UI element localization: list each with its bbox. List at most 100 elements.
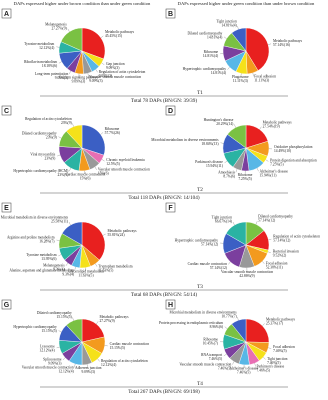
slice-label: Alzheimer's disease bbox=[229, 367, 258, 371]
leader-line bbox=[267, 251, 271, 253]
leader-line bbox=[58, 61, 62, 64]
leader-line bbox=[232, 221, 235, 226]
leader-line bbox=[268, 347, 272, 349]
leader-line bbox=[262, 261, 265, 264]
slice-label: Bacterial invasion bbox=[273, 249, 299, 253]
slice-label: Regulation of actin cytoskeleton bbox=[99, 70, 146, 74]
slice-label: Microbial metabolism in diverse environm… bbox=[1, 216, 69, 220]
panel-letter-box bbox=[165, 8, 176, 19]
slice-label: Huntington's disease bbox=[204, 118, 234, 122]
slice-label: Tyrosine metabolism bbox=[24, 42, 54, 46]
slice-value: 7.25%(5) bbox=[238, 177, 252, 181]
slice-value: 10.45%(7) bbox=[203, 342, 219, 346]
leader-line bbox=[72, 123, 74, 127]
panel-letter: A bbox=[4, 11, 9, 18]
slice-value: 9.09%(3) bbox=[99, 74, 113, 78]
slice-label: Microbial metabolism in diverse environm… bbox=[169, 310, 237, 314]
panel-letter: G bbox=[4, 302, 10, 309]
slice-value: 18.84%(13) bbox=[201, 142, 219, 146]
leader-line bbox=[100, 132, 104, 135]
slice-value: 9.09%(3) bbox=[72, 80, 86, 84]
slice-label: Arginine and proline metabolism bbox=[7, 235, 55, 239]
slice-label: Gap junction bbox=[106, 62, 125, 66]
slice-label: Oxidative phosphorylation bbox=[274, 145, 313, 149]
slice-label: Vascular smooth muscle contraction bbox=[98, 168, 150, 172]
pie-slice bbox=[225, 221, 247, 246]
panel-letter: C bbox=[4, 108, 9, 115]
slice-label: Calcium signaling pathway bbox=[59, 76, 99, 80]
slice-label: Long-term potentiation bbox=[35, 72, 69, 76]
leader-line bbox=[240, 73, 242, 77]
slice-value: 15.94%(11) bbox=[259, 173, 277, 177]
slice-label: Tight junction bbox=[212, 216, 233, 220]
slice-label: Metabolic pathways bbox=[99, 315, 129, 319]
tier-tag: T1 bbox=[197, 90, 203, 96]
leader-line bbox=[224, 160, 228, 164]
slice-value: 23%(9) bbox=[58, 173, 70, 177]
slice-value: 18.18%(6) bbox=[42, 64, 58, 68]
panel-letter: B bbox=[168, 11, 173, 18]
slice-value: 57.7%(26) bbox=[105, 131, 121, 135]
leader-line bbox=[255, 221, 258, 225]
slice-value: 15%(6) bbox=[80, 177, 92, 181]
slice-label: Cardiac muscle contraction bbox=[188, 262, 228, 266]
tier-total: Total 68 DAPs (BN/GN: 54/14) bbox=[131, 291, 197, 298]
slice-label: Vascular smooth muscle contraction bbox=[89, 75, 141, 79]
leader-line bbox=[68, 221, 71, 226]
slice-value: 9.09%(3) bbox=[81, 370, 95, 374]
slice-value: 12.5%(5) bbox=[106, 162, 120, 166]
slice-value: 23%(9) bbox=[61, 121, 73, 125]
slice-value: 57.14%(12) bbox=[201, 243, 219, 247]
slice-value: 9.52%(2) bbox=[273, 253, 287, 257]
column-header: DAPs expressed higher under brown condit… bbox=[14, 1, 151, 6]
slice-label: Dilated cardiomyopathy bbox=[37, 311, 72, 315]
leader-line bbox=[69, 70, 71, 75]
slice-value: 57.14%(12) bbox=[210, 266, 228, 270]
tier-total: Total 267 DAPs (BN/GN: 69/198) bbox=[128, 388, 200, 395]
slice-value: 11.11%(3) bbox=[233, 79, 249, 83]
slice-label: Metabolic pathways bbox=[107, 229, 137, 233]
leader-line bbox=[227, 67, 230, 70]
leader-line bbox=[101, 62, 105, 65]
slice-label: Parkinson's disease bbox=[256, 365, 284, 369]
leader-line bbox=[67, 28, 70, 32]
slice-label: Melanogenesis bbox=[43, 264, 65, 268]
slice-label: Hypertrophic cardiomyopathy bbox=[175, 239, 219, 243]
slice-value: 11.63%(5) bbox=[98, 268, 114, 272]
leader-line bbox=[74, 363, 76, 368]
pie-slice bbox=[60, 27, 83, 52]
slice-label: Dilated cardiomyopathy bbox=[258, 215, 293, 219]
slice-value: 16.28%(7) bbox=[39, 239, 55, 243]
slice-value: 20.29%(14) bbox=[216, 122, 234, 126]
slice-value: 52.38%(11) bbox=[266, 265, 284, 269]
leader-line bbox=[86, 364, 88, 368]
leader-line bbox=[57, 154, 61, 157]
leader-line bbox=[87, 73, 89, 77]
slice-label: Cardiac muscle contraction bbox=[65, 173, 105, 177]
leader-line bbox=[237, 316, 239, 321]
slice-label: Focal adhesion bbox=[254, 75, 276, 79]
slice-value: 42.86%(9) bbox=[239, 274, 255, 278]
slice-label: Viral myocarditis bbox=[30, 153, 56, 157]
leader-line bbox=[101, 159, 105, 162]
slice-value: 14.49%(10) bbox=[274, 149, 292, 153]
slice-label: Hypertrophic cardiomyopathy bbox=[183, 67, 227, 71]
slice-label: Regulation of actin cytoskeleton bbox=[25, 117, 72, 121]
slice-value: 9.3%(4) bbox=[62, 273, 74, 277]
tier-total: Total 118 DAPs (BN/GN: 14/104) bbox=[128, 194, 199, 201]
slice-value: 14.81%(4) bbox=[207, 35, 223, 39]
slice-value: 7.46%(5) bbox=[209, 357, 223, 361]
slice-value: 7.46%(5) bbox=[218, 367, 232, 371]
slice-label: Ribosome bbox=[238, 173, 253, 177]
pie-slice bbox=[245, 318, 270, 343]
tier-tag: T3 bbox=[197, 284, 203, 290]
slice-value: 9.09%(3) bbox=[89, 79, 103, 83]
slice-value: 7.25%(5) bbox=[270, 163, 284, 167]
slice-label: Chronic myeloid leukemia bbox=[106, 158, 145, 162]
slice-value: 15%(6) bbox=[98, 172, 110, 176]
slice-value: 7.46%(5) bbox=[267, 361, 281, 365]
leader-line bbox=[235, 169, 238, 173]
slice-value: 57.14%(12) bbox=[258, 219, 276, 223]
pie-slice bbox=[66, 318, 83, 343]
leader-line bbox=[268, 43, 272, 45]
